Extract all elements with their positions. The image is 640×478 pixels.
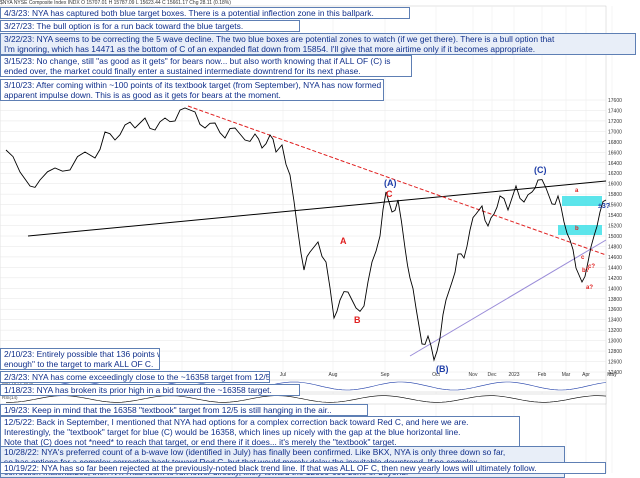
x-tick-label: Jul (280, 372, 286, 378)
y-tick-label: 16600 (608, 150, 622, 156)
y-tick-label: 15000 (608, 234, 622, 240)
annotation-line: apparent impulse down. This is as good a… (4, 90, 281, 100)
wave-label: b? (582, 268, 590, 274)
target-box-upper (562, 196, 602, 206)
y-tick-label: 12600 (608, 360, 622, 366)
y-tick-label: 14400 (608, 265, 622, 271)
x-tick-label: Oct (432, 372, 440, 378)
annotation-line: 1/9/23: Keep in mind that the 16358 "tex… (4, 405, 332, 415)
annotation-line: 1/18/23: NYA has broken its prior high i… (4, 385, 272, 395)
y-tick-label: 17200 (608, 119, 622, 125)
x-tick-label: Mar (562, 372, 571, 378)
black-trendline (27, 180, 607, 237)
annotation-line: 2/10/23: Entirely possible that 136 poin… (4, 349, 159, 359)
x-tick-label: May (607, 372, 617, 378)
wave-label: b (575, 226, 579, 232)
annotation-line: 12/5/22: Back in September, I mentioned … (4, 417, 469, 427)
y-tick-label: 14200 (608, 276, 622, 282)
annotation-note: 1/9/23: Keep in mind that the 16358 "tex… (0, 404, 368, 416)
wave-label: c (581, 255, 585, 261)
y-tick-label: 16000 (608, 182, 622, 188)
wave-label: C (386, 189, 393, 199)
wave-labels: A B (A)C (B) (C) a b c a? b?c? ±3? (340, 165, 610, 374)
indicator-line (6, 395, 607, 403)
annotation-note: 10/19/22: NYA has so far been rejected a… (0, 462, 606, 474)
x-tick-label: Dec (488, 372, 497, 378)
y-tick-label: 15600 (608, 203, 622, 209)
x-tick-label: Aug (329, 372, 338, 378)
annotation-note: 1/18/23: NYA has broken its prior high i… (0, 384, 300, 396)
target-box-lower (558, 225, 602, 235)
annotation-line: 2/3/23: NYA has come exceedingly close t… (4, 372, 270, 382)
wave-label: (A) (384, 178, 397, 188)
x-tick-label: Nov (469, 372, 478, 378)
wave-label: B (354, 315, 361, 325)
annotation-note: 12/5/22: Back in September, I mentioned … (0, 416, 520, 448)
index-name: NYSE Composite Index INDX (13, 0, 80, 6)
y-axis-ticks: 17600 17400 17200 17000 16800 16600 16400 16200… (608, 98, 622, 376)
price-line (5, 107, 607, 362)
x-tick-label: Apr (582, 372, 590, 378)
y-tick-label: 14600 (608, 255, 622, 261)
annotation-note: 4/3/23: NYA has captured both blue targe… (0, 7, 410, 19)
y-tick-label: 13200 (608, 328, 622, 334)
annotation-note: 3/27/23: The bull option is for a run ba… (0, 20, 300, 32)
y-tick-label: 15400 (608, 213, 622, 219)
x-tick-label: Sep (381, 372, 390, 378)
annotation-line: 3/27/23: The bull option is for a run ba… (4, 21, 244, 31)
y-tick-label: 13600 (608, 307, 622, 313)
y-tick-label: 13800 (608, 297, 622, 303)
target-boxes (558, 196, 602, 235)
annotation-line: Interestingly, the "textbook" target for… (4, 427, 461, 437)
annotation-line: 3/22/23: NYA seems to be correcting the … (4, 34, 555, 44)
annotation-line: 3/10/23: After coming within ~100 points… (4, 80, 384, 90)
annotation-line: 4/3/23: NYA has captured both blue targe… (4, 8, 374, 18)
y-tick-label: 17600 (608, 98, 622, 104)
x-tick-label: Feb (538, 372, 547, 378)
x-tick-label: 2023 (508, 372, 519, 378)
y-tick-label: 16800 (608, 140, 622, 146)
y-tick-label: 17000 (608, 129, 622, 135)
wave-label: (C) (534, 165, 547, 175)
wave-label: A (340, 236, 347, 246)
symbol-label: $NYA (0, 0, 13, 6)
y-tick-label: 14000 (608, 286, 622, 292)
wave-label: a (575, 188, 579, 194)
y-tick-label: 15200 (608, 224, 622, 230)
y-tick-label: 16200 (608, 171, 622, 177)
annotation-line: enough" to the target to mark ALL OF C. (4, 359, 154, 369)
trend-lines (27, 105, 607, 357)
wave-label: c? (588, 264, 595, 270)
chart-header: $NYA NYSE Composite Index INDX O 15707.0… (0, 0, 640, 6)
wave-label: (B) (436, 364, 449, 374)
annotation-note: 3/22/23: NYA seems to be correcting the … (0, 33, 636, 55)
y-tick-label: 15800 (608, 192, 622, 198)
annotation-line: 10/28/22: NYA's preferred count of a b-w… (4, 447, 506, 457)
y-tick-label: 17400 (608, 108, 622, 114)
annotation-line: 3/15/23: No change, still "as good as it… (4, 56, 391, 66)
y-tick-label: 12400 (608, 370, 622, 376)
y-tick-label: 12800 (608, 349, 622, 355)
y-tick-label: 13400 (608, 318, 622, 324)
y-tick-label: 16400 (608, 161, 622, 167)
indicator-label: MACD(12,26,9) (2, 381, 34, 386)
annotation-line: Note that (C) does not *need* to reach t… (4, 437, 397, 447)
annotation-line: 10/19/22: NYA has so far been rejected a… (4, 463, 537, 473)
annotation-line: I'm ignoring, which has 14471 as the bot… (4, 44, 536, 54)
annotation-note: 3/10/23: After coming within ~100 points… (0, 79, 384, 101)
wave-label: a? (586, 285, 593, 291)
quote-line: O 15707.01 H 15787.09 L 15623.44 C 15661… (81, 0, 231, 6)
purple-trendline (409, 239, 607, 357)
indicator-label: RSI(14) (2, 395, 18, 400)
annotation-note: 3/15/23: No change, still "as good as it… (0, 55, 412, 77)
annotation-note: 2/3/23: NYA has come exceedingly close t… (0, 371, 270, 383)
y-tick-label: 13000 (608, 339, 622, 345)
annotation-note: 2/10/23: Entirely possible that 136 poin… (0, 348, 160, 370)
wave-label: ±3? (598, 203, 610, 210)
y-tick-label: 14800 (608, 244, 622, 250)
red-trendline (187, 105, 607, 256)
annotation-line: ended over, the market could finally ent… (4, 66, 361, 76)
